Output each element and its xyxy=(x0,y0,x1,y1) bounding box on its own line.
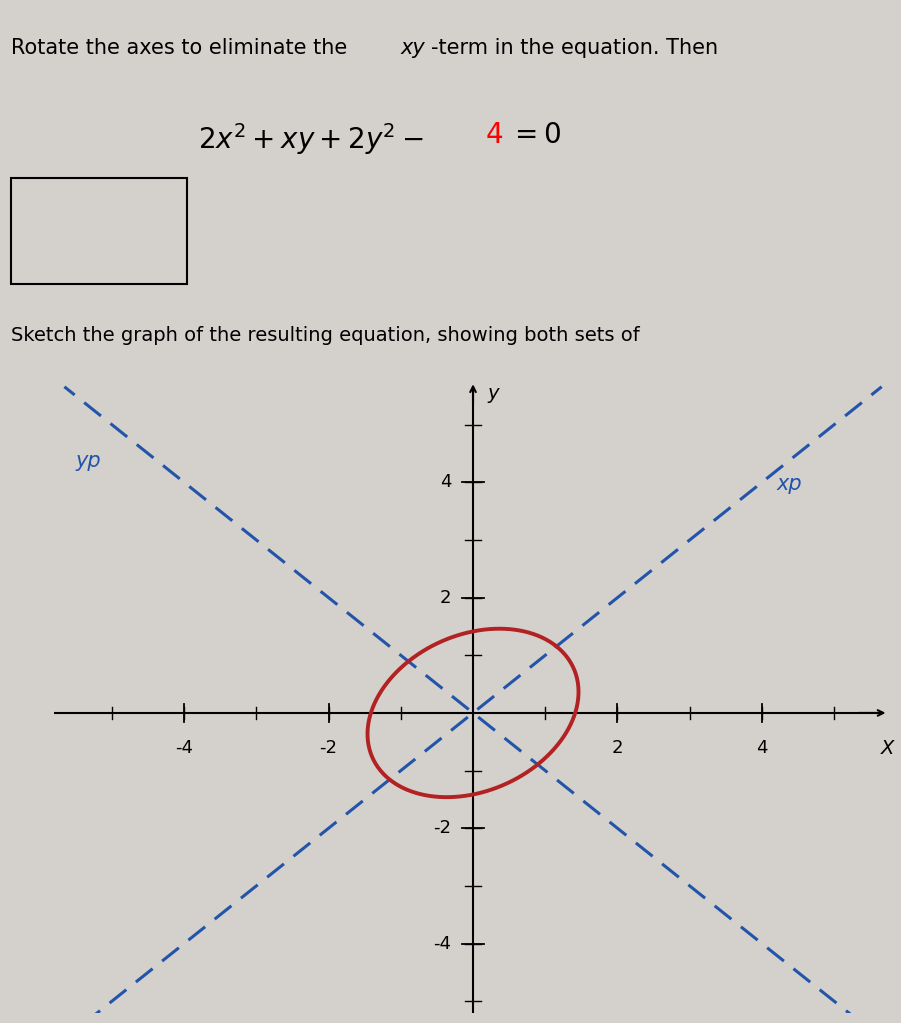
Text: 2: 2 xyxy=(612,739,623,757)
Text: -2: -2 xyxy=(433,819,451,837)
Text: yp: yp xyxy=(76,451,101,471)
Text: 4: 4 xyxy=(440,474,451,491)
Text: $= 0$: $= 0$ xyxy=(509,121,561,149)
Text: xy: xy xyxy=(401,38,425,58)
Text: Rotate the axes to eliminate the: Rotate the axes to eliminate the xyxy=(11,38,354,58)
Text: -term in the equation. Then: -term in the equation. Then xyxy=(431,38,718,58)
Text: 2: 2 xyxy=(440,588,451,607)
Text: 4: 4 xyxy=(756,739,768,757)
Text: -4: -4 xyxy=(433,935,451,952)
Text: xp: xp xyxy=(777,474,802,494)
Text: $4$: $4$ xyxy=(485,121,503,149)
Text: Sketch the graph of the resulting equation, showing both sets of: Sketch the graph of the resulting equati… xyxy=(11,325,640,345)
Text: y: y xyxy=(487,385,499,403)
Text: $2x^2 + xy + 2y^2 - $: $2x^2 + xy + 2y^2 - $ xyxy=(198,121,424,157)
Text: X: X xyxy=(881,739,895,758)
Bar xyxy=(11,178,187,283)
Text: -4: -4 xyxy=(175,739,193,757)
Text: -2: -2 xyxy=(320,739,338,757)
